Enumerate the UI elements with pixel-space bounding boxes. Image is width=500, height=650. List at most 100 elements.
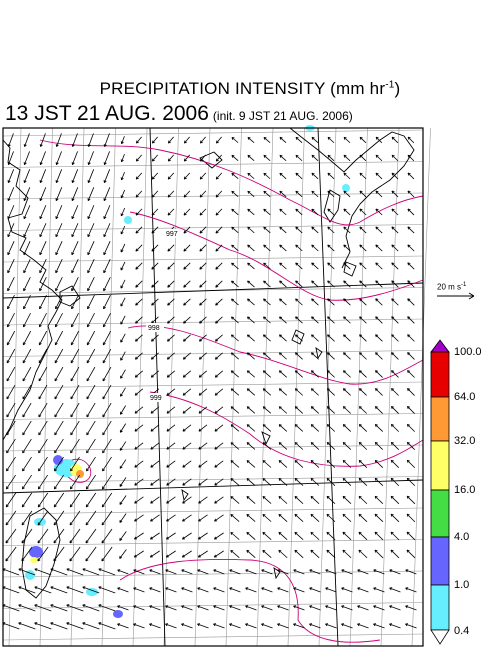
wind-vector [119,459,127,469]
wind-vector [295,136,303,144]
wind-vector [327,244,335,252]
wind-vector [39,259,47,274]
wind-vector [294,406,304,414]
wind-vector [87,259,95,274]
wind-vector [22,312,31,328]
wind-vector [343,352,351,360]
wind-vector [406,531,416,541]
wind-vector [391,244,399,252]
wind-vector [359,208,367,216]
wind-vector [23,187,31,202]
wind-vector [183,262,191,270]
wind-vector [407,172,415,180]
wind-vector [293,587,305,593]
wind-vector [359,352,367,360]
wind-vector [54,330,64,346]
wind-vector [407,262,415,270]
wind-vector [294,513,304,522]
wind-vector [134,442,144,450]
wind-vector [295,244,303,252]
wind-vector [357,605,369,611]
wind-vector [213,569,225,575]
wind-vector [279,298,287,306]
wind-vector [391,370,399,378]
wind-vector [182,442,192,450]
wind-vector [166,460,176,468]
wind-vector [327,262,335,270]
wind-vector [310,549,320,559]
wind-vector [391,388,399,396]
wind-vector [374,531,384,541]
wind-vector [341,569,353,575]
grid-line [2,350,424,357]
wind-vector [231,280,239,288]
wind-vector [214,442,224,450]
wind-vector [87,169,95,183]
wind-vector [103,241,111,256]
wind-vector [390,406,399,414]
grid-line [256,127,274,647]
wind-vector [391,334,399,342]
wind-vector [326,495,336,504]
wind-vector [71,169,79,183]
wind-vector [310,370,319,378]
wind-vector [262,513,272,522]
wind-vector [198,370,208,378]
wind-vector [295,298,303,306]
wind-vector [214,424,224,432]
colorbar-label: 100.0 [454,346,482,358]
wind-vector [406,423,415,432]
wind-vector [197,623,209,629]
wind-vector [183,298,191,306]
wind-vector [310,406,320,414]
wind-vector [37,546,49,562]
grid-line [163,127,179,647]
wind-vector [50,586,68,594]
wind-vector [310,513,320,523]
wind-vector [7,259,15,274]
wind-vector [407,226,415,234]
wind-vector [357,587,369,593]
wind-vector [199,154,207,162]
wind-vector [215,154,223,162]
wind-vector [34,604,52,612]
wind-vector [277,605,289,611]
wind-vector [247,226,255,234]
wind-vector [311,244,319,252]
isobar-label-bg [148,393,166,402]
wind-vector [69,528,81,544]
wind-vector [166,352,175,360]
wind-vector [22,438,32,454]
wind-vector [341,605,353,611]
wind-vector [262,478,272,486]
wind-vector [407,406,415,414]
wind-vector [245,569,257,575]
wind-vector [199,208,207,216]
wind-vector [375,352,383,360]
wind-vector [120,189,126,199]
wind-vector [326,442,336,450]
coastline [273,567,281,580]
wind-vector [406,459,416,469]
wind-vector [151,334,159,342]
wind-vector [54,456,64,472]
wind-vector [311,280,319,288]
wind-vector [294,442,304,450]
wind-vector [134,424,144,432]
wind-vector [183,154,191,162]
wind-vector [85,546,97,562]
wind-vector [215,262,223,270]
wind-vector [311,136,319,144]
wind-vector [150,514,160,522]
wind-vector [22,456,32,472]
wind-vector [407,316,415,324]
wind-vector [22,348,32,364]
wind-vector [374,459,384,468]
wind-vector [119,405,126,415]
wind-vector [277,623,289,629]
wind-vector [230,478,240,486]
grid-line [380,127,400,647]
wind-vector [183,172,191,180]
colorbar-segment [430,396,450,442]
wind-vector [309,623,321,629]
